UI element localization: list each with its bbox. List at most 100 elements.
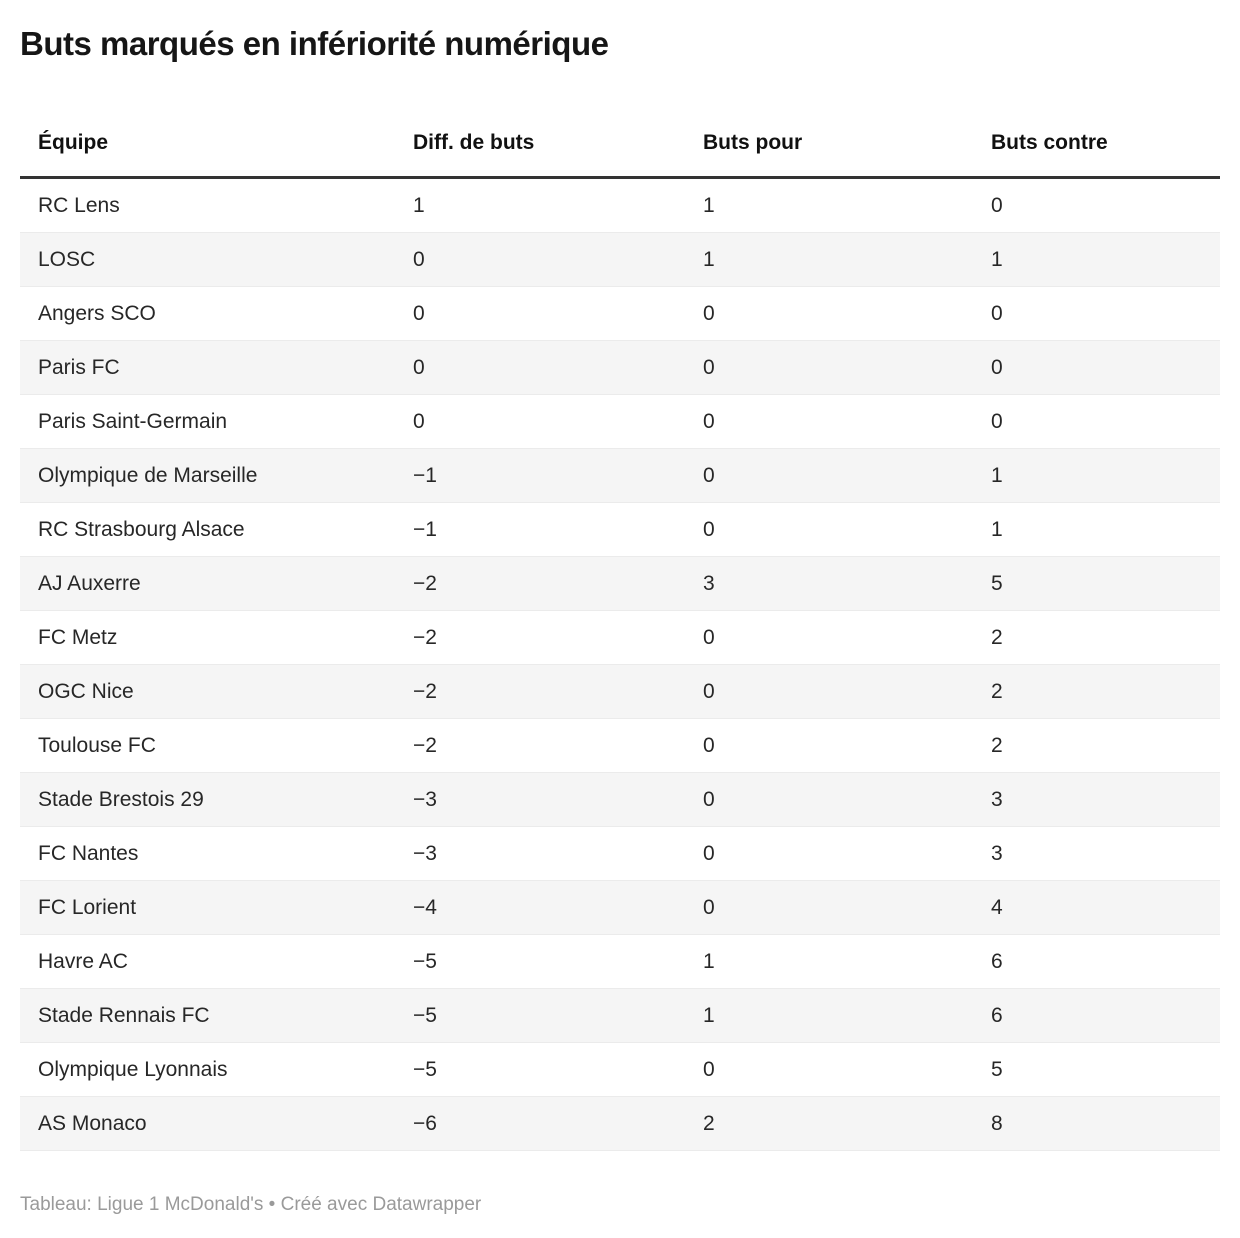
diff-cell: −2 — [413, 625, 437, 649]
diff-cell: 0 — [413, 301, 425, 325]
diff-cell: −3 — [413, 787, 437, 811]
table-row: Havre AC −5 1 6 — [20, 934, 1220, 989]
buts-contre-cell: 0 — [991, 193, 1003, 217]
buts-pour-cell: 2 — [703, 1111, 715, 1135]
buts-contre-cell: 6 — [991, 1003, 1003, 1027]
table-header: Équipe Diff. de buts Buts pour Buts cont… — [20, 109, 1220, 179]
team-cell: OGC Nice — [38, 679, 134, 703]
buts-contre-cell: 3 — [991, 787, 1003, 811]
buts-pour-cell: 0 — [703, 679, 715, 703]
buts-pour-cell: 0 — [703, 787, 715, 811]
buts-pour-cell: 0 — [703, 733, 715, 757]
team-cell: LOSC — [38, 247, 96, 271]
table-header-row: Équipe Diff. de buts Buts pour Buts cont… — [20, 109, 1220, 179]
table-row: Stade Brestois 29 −3 0 3 — [20, 772, 1220, 827]
buts-pour-cell: 0 — [703, 1057, 715, 1081]
diff-cell: 0 — [413, 355, 425, 379]
buts-contre-cell: 1 — [991, 463, 1003, 487]
buts-pour-cell: 0 — [703, 463, 715, 487]
table-row: FC Metz −2 0 2 — [20, 610, 1220, 665]
table-row: Angers SCO 0 0 0 — [20, 286, 1220, 341]
team-cell: Havre AC — [38, 949, 128, 973]
buts-contre-cell: 6 — [991, 949, 1003, 973]
diff-cell: −2 — [413, 571, 437, 595]
table-row: Olympique de Marseille −1 0 1 — [20, 448, 1220, 503]
buts-pour-cell: 3 — [703, 571, 715, 595]
team-cell: Stade Brestois 29 — [38, 787, 204, 811]
buts-contre-cell: 1 — [991, 247, 1003, 271]
table-row: AJ Auxerre −2 3 5 — [20, 556, 1220, 611]
buts-pour-cell: 0 — [703, 625, 715, 649]
table-row: Paris Saint-Germain 0 0 0 — [20, 394, 1220, 449]
team-cell: Olympique Lyonnais — [38, 1057, 228, 1081]
buts-contre-cell: 4 — [991, 895, 1003, 919]
column-header-equipe: Équipe — [20, 109, 395, 179]
diff-cell: −1 — [413, 517, 437, 541]
table-row: Toulouse FC −2 0 2 — [20, 718, 1220, 773]
diff-cell: −2 — [413, 733, 437, 757]
data-table: Équipe Diff. de buts Buts pour Buts cont… — [20, 109, 1220, 1151]
team-cell: RC Strasbourg Alsace — [38, 517, 245, 541]
diff-cell: −5 — [413, 949, 437, 973]
table-row: RC Lens 1 1 0 — [20, 177, 1220, 233]
team-cell: Paris FC — [38, 355, 120, 379]
table-row: LOSC 0 1 1 — [20, 232, 1220, 287]
team-cell: Olympique de Marseille — [38, 463, 258, 487]
diff-cell: −1 — [413, 463, 437, 487]
table-row: OGC Nice −2 0 2 — [20, 664, 1220, 719]
team-cell: AJ Auxerre — [38, 571, 141, 595]
buts-pour-cell: 0 — [703, 517, 715, 541]
buts-pour-cell: 0 — [703, 895, 715, 919]
team-cell: RC Lens — [38, 193, 120, 217]
buts-contre-cell: 5 — [991, 571, 1003, 595]
table-row: AS Monaco −6 2 8 — [20, 1096, 1220, 1151]
buts-contre-cell: 2 — [991, 625, 1003, 649]
table-row: Paris FC 0 0 0 — [20, 340, 1220, 395]
buts-contre-cell: 8 — [991, 1111, 1003, 1135]
team-cell: AS Monaco — [38, 1111, 147, 1135]
buts-pour-cell: 1 — [703, 949, 715, 973]
buts-pour-cell: 1 — [703, 247, 715, 271]
table-row: Olympique Lyonnais −5 0 5 — [20, 1042, 1220, 1097]
diff-cell: −4 — [413, 895, 437, 919]
diff-cell: −5 — [413, 1057, 437, 1081]
column-header-diff-de-buts: Diff. de buts — [395, 109, 685, 179]
diff-cell: −6 — [413, 1111, 437, 1135]
buts-pour-cell: 0 — [703, 301, 715, 325]
team-cell: Stade Rennais FC — [38, 1003, 210, 1027]
buts-contre-cell: 5 — [991, 1057, 1003, 1081]
column-header-buts-pour: Buts pour — [685, 109, 973, 179]
table-body: RC Lens 1 1 0 LOSC 0 1 1 Angers SCO 0 0 0 Paris FC 0 0… — [20, 177, 1220, 1151]
buts-pour-cell: 0 — [703, 355, 715, 379]
table-row: Stade Rennais FC −5 1 6 — [20, 988, 1220, 1043]
buts-contre-cell: 2 — [991, 679, 1003, 703]
team-cell: Paris Saint-Germain — [38, 409, 228, 433]
diff-cell: −3 — [413, 841, 437, 865]
buts-contre-cell: 2 — [991, 733, 1003, 757]
table-row: FC Lorient −4 0 4 — [20, 880, 1220, 935]
team-cell: FC Metz — [38, 625, 118, 649]
diff-cell: 0 — [413, 247, 425, 271]
column-header-buts-contre: Buts contre — [973, 109, 1220, 179]
team-cell: FC Lorient — [38, 895, 137, 919]
team-cell: FC Nantes — [38, 841, 139, 865]
diff-cell: 1 — [413, 193, 425, 217]
table-row: RC Strasbourg Alsace −1 0 1 — [20, 502, 1220, 557]
buts-contre-cell: 0 — [991, 409, 1003, 433]
buts-contre-cell: 1 — [991, 517, 1003, 541]
diff-cell: 0 — [413, 409, 425, 433]
buts-contre-cell: 0 — [991, 355, 1003, 379]
page-title: Buts marqués en infériorité numérique — [20, 25, 609, 62]
buts-pour-cell: 0 — [703, 409, 715, 433]
buts-pour-cell: 1 — [703, 193, 715, 217]
buts-contre-cell: 0 — [991, 301, 1003, 325]
buts-pour-cell: 1 — [703, 1003, 715, 1027]
buts-pour-cell: 0 — [703, 841, 715, 865]
diff-cell: −2 — [413, 679, 437, 703]
team-cell: Angers SCO — [38, 301, 156, 325]
table-row: FC Nantes −3 0 3 — [20, 826, 1220, 881]
diff-cell: −5 — [413, 1003, 437, 1027]
team-cell: Toulouse FC — [38, 733, 156, 757]
attribution-footer: Tableau: Ligue 1 McDonald's • Créé avec … — [20, 1193, 482, 1215]
